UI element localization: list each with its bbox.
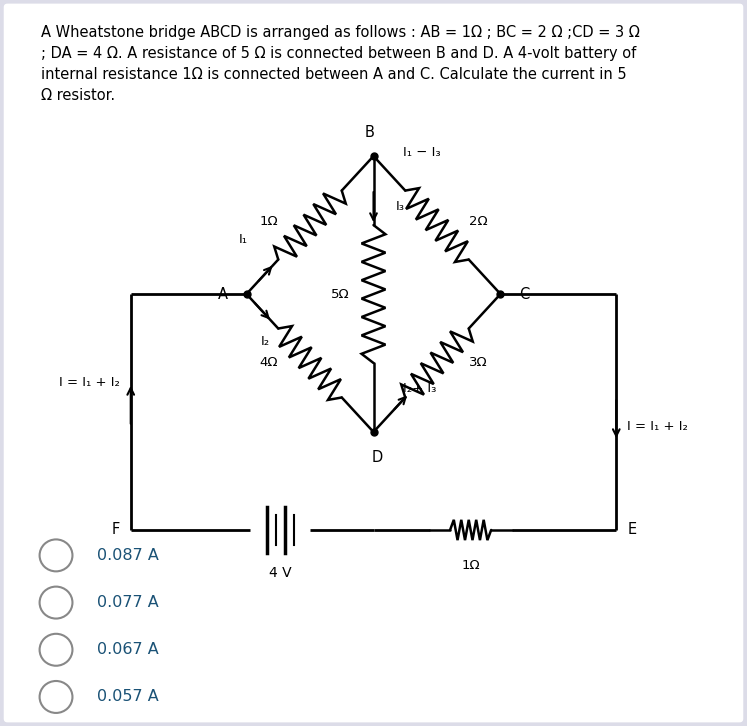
Text: 2Ω: 2Ω: [469, 215, 487, 228]
Text: C: C: [519, 287, 530, 301]
Text: 3Ω: 3Ω: [469, 356, 487, 370]
Text: D: D: [371, 450, 383, 465]
Text: 1Ω: 1Ω: [260, 215, 278, 228]
Text: 1Ω: 1Ω: [462, 559, 480, 572]
Text: 0.087 A: 0.087 A: [97, 548, 159, 563]
Text: E: E: [627, 523, 636, 537]
Text: 4Ω: 4Ω: [260, 356, 278, 370]
Text: I₁: I₁: [238, 233, 247, 246]
Text: I₂+ I₃: I₂+ I₃: [403, 382, 437, 395]
Text: 4 V: 4 V: [269, 566, 291, 580]
Text: A: A: [218, 287, 228, 301]
Text: B: B: [365, 125, 375, 140]
Text: 0.077 A: 0.077 A: [97, 595, 159, 610]
Text: 5Ω: 5Ω: [331, 287, 349, 301]
Text: I = I₁ + I₂: I = I₁ + I₂: [59, 377, 120, 389]
Text: I₁ − I₃: I₁ − I₃: [403, 146, 441, 159]
Text: I₃: I₃: [396, 200, 405, 213]
Text: I = I₁ + I₂: I = I₁ + I₂: [627, 420, 688, 433]
Text: F: F: [111, 523, 120, 537]
Text: 0.067 A: 0.067 A: [97, 643, 159, 657]
Text: I₂: I₂: [261, 335, 270, 348]
Text: 0.057 A: 0.057 A: [97, 690, 159, 704]
Text: A Wheatstone bridge ABCD is arranged as follows : AB = 1Ω ; BC = 2 Ω ;CD = 3 Ω
;: A Wheatstone bridge ABCD is arranged as …: [41, 25, 640, 103]
